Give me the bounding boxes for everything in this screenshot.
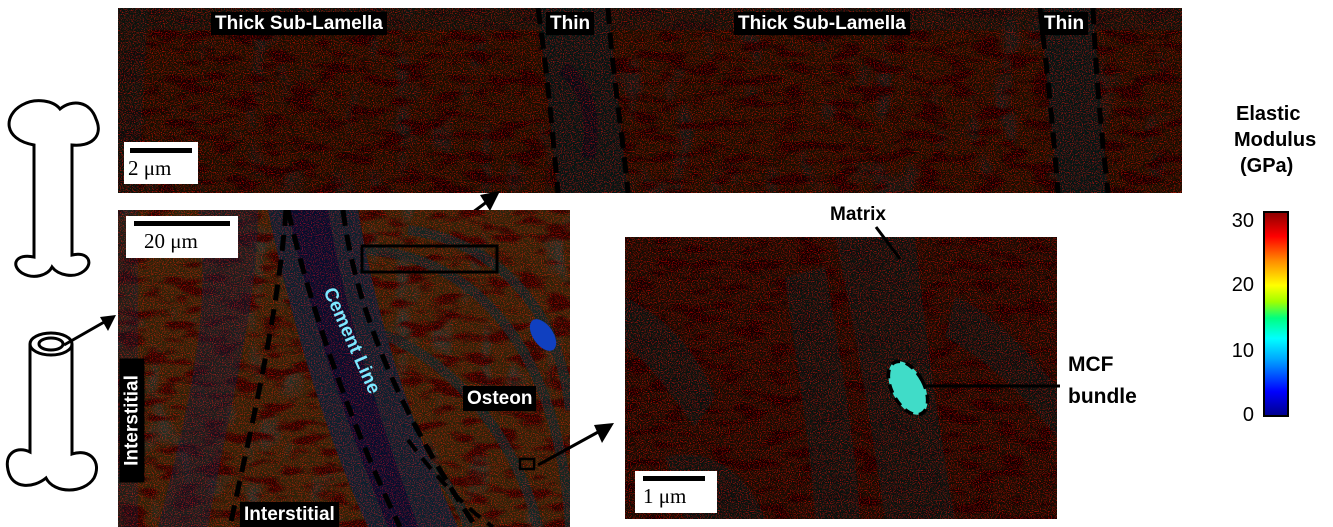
- thick-sublamella-label-2: Thick Sub-Lamella: [734, 12, 910, 35]
- thin-label-2: Thin: [1040, 12, 1089, 35]
- top-scale-box: 2 μm: [124, 142, 198, 184]
- top-scale-label: 2 μm: [128, 156, 172, 180]
- matrix-label: Matrix: [830, 204, 886, 225]
- pointer-arrow: [63, 315, 116, 347]
- colorbar-title-line-2: Modulus: [1234, 129, 1317, 151]
- top-map-texture: [118, 8, 1182, 193]
- colorbar-tick-0: 0: [1242, 404, 1254, 426]
- top-modulus-map: Thick Sub-Lamella Thin Thick Sub-Lamella…: [118, 8, 1182, 193]
- matrix-pointer-line: [874, 226, 902, 260]
- interstitial-bottom-label: Interstitial: [240, 502, 339, 527]
- osteon-map-texture: [118, 210, 570, 527]
- zoom-modulus-map: 1 μm: [625, 237, 1057, 519]
- colorbar-tick-30: 30: [1231, 210, 1254, 232]
- osteon-scale-box: 20 μm: [126, 216, 238, 258]
- zoom-scale-bar: [643, 476, 705, 481]
- zoom-scale-box: 1 μm: [635, 471, 717, 513]
- colorbar-tick-10: 10: [1231, 340, 1254, 362]
- osteon-modulus-map: 20 μm Osteon Interstitial Interstitial C…: [118, 210, 570, 527]
- osteon-scale-label: 20 μm: [144, 229, 198, 253]
- thin-label-1: Thin: [546, 12, 595, 35]
- colorbar-title-line-3: (GPa): [1240, 155, 1294, 177]
- bone-cross-section-icon: [5, 331, 98, 492]
- osteon-label: Osteon: [463, 386, 537, 411]
- bundle-label: bundle: [1068, 385, 1137, 408]
- zoom-map-texture: [625, 237, 1057, 519]
- mcf-label: MCF: [1068, 353, 1114, 376]
- bone-schematic-icon: [7, 99, 100, 278]
- colorbar: [1263, 211, 1289, 417]
- colorbar-title-line-1: Elastic: [1236, 103, 1301, 125]
- thick-sublamella-label-1: Thick Sub-Lamella: [211, 12, 387, 35]
- zoom-arrow-bottom: [537, 423, 614, 467]
- interstitial-left-label: Interstitial: [119, 358, 145, 483]
- colorbar-tick-20: 20: [1231, 274, 1254, 296]
- osteon-scale-bar: [134, 221, 230, 226]
- mcf-pointer-line: [926, 384, 1060, 388]
- top-scale-bar: [130, 148, 192, 153]
- zoom-scale-label: 1 μm: [643, 484, 687, 508]
